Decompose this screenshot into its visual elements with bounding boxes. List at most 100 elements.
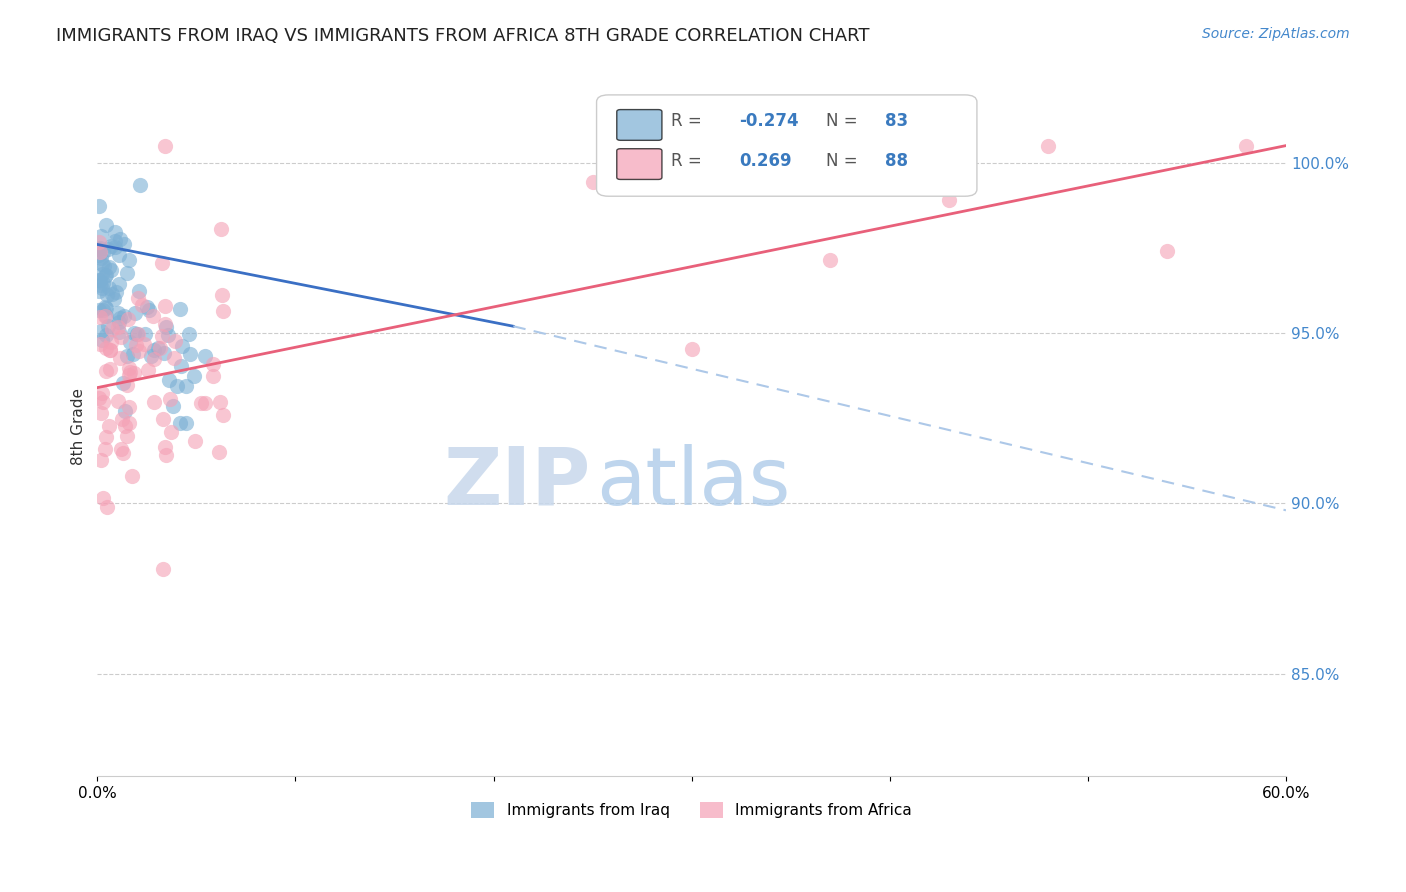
Point <box>111 412 134 426</box>
Point <box>89 248 111 262</box>
Point <box>89 273 111 287</box>
Point <box>90 406 112 420</box>
Point <box>98 343 121 357</box>
Point <box>143 394 166 409</box>
Point <box>169 416 191 430</box>
FancyBboxPatch shape <box>617 149 662 179</box>
Point <box>89 303 111 318</box>
Point <box>212 303 235 318</box>
Point <box>101 286 124 301</box>
Point <box>91 491 114 505</box>
Point <box>118 361 141 376</box>
Point <box>90 453 112 467</box>
Point <box>114 404 136 418</box>
Point <box>104 239 127 253</box>
Point <box>163 351 186 365</box>
Point <box>139 349 162 363</box>
Point <box>820 252 842 267</box>
Point <box>150 328 173 343</box>
Point <box>107 277 129 291</box>
Point <box>209 221 232 235</box>
Point <box>91 267 114 281</box>
Point <box>98 418 121 433</box>
Point <box>108 310 131 325</box>
Text: 83: 83 <box>886 112 908 130</box>
Point <box>100 262 122 277</box>
Point <box>207 445 229 459</box>
Point <box>115 266 138 280</box>
Point <box>177 326 200 341</box>
Point <box>90 229 112 244</box>
Point <box>94 364 117 378</box>
Text: 88: 88 <box>886 152 908 169</box>
Point <box>152 412 174 426</box>
Point <box>90 324 112 338</box>
Point <box>89 392 111 406</box>
Point <box>105 285 128 299</box>
Text: 0.269: 0.269 <box>740 152 792 169</box>
Point <box>155 320 177 334</box>
Point <box>98 361 121 376</box>
Point <box>183 369 205 384</box>
Point <box>150 255 173 269</box>
Point <box>134 336 156 351</box>
Point <box>135 301 157 315</box>
Point <box>169 359 191 373</box>
Point <box>118 335 141 350</box>
Point <box>94 442 117 456</box>
Point <box>110 330 132 344</box>
Point <box>194 349 217 363</box>
Point <box>89 235 111 249</box>
Point <box>107 306 129 320</box>
Point <box>1038 138 1060 153</box>
Point <box>97 243 120 257</box>
Point <box>112 376 135 391</box>
Point <box>89 284 111 298</box>
Point <box>174 416 197 430</box>
Text: N =: N = <box>825 112 858 130</box>
Point <box>153 345 176 359</box>
Point <box>96 500 118 514</box>
Point <box>91 244 114 259</box>
Text: N =: N = <box>825 152 858 169</box>
Point <box>89 310 111 325</box>
Point <box>128 178 150 193</box>
Point <box>91 333 114 347</box>
Point <box>98 260 121 274</box>
Point <box>91 281 114 295</box>
FancyBboxPatch shape <box>596 95 977 196</box>
Point <box>90 252 112 266</box>
Point <box>96 309 118 323</box>
Point <box>128 285 150 299</box>
Point <box>112 236 135 251</box>
Point <box>157 373 180 387</box>
Point <box>125 326 148 341</box>
Point <box>183 434 205 449</box>
Point <box>89 199 111 213</box>
Point <box>142 310 165 324</box>
Point <box>155 440 177 454</box>
Point <box>128 343 150 358</box>
Point <box>94 218 117 232</box>
Point <box>117 312 139 326</box>
Point <box>108 248 131 262</box>
Point <box>131 298 153 312</box>
Point <box>104 225 127 239</box>
Point <box>201 368 224 383</box>
Point <box>107 319 129 334</box>
Point <box>118 252 141 267</box>
Point <box>97 319 120 334</box>
Point <box>162 399 184 413</box>
Point <box>160 425 183 439</box>
Point <box>166 378 188 392</box>
Point <box>169 302 191 317</box>
Point <box>117 350 139 364</box>
Point <box>103 292 125 306</box>
Point <box>89 242 111 256</box>
Point <box>146 341 169 355</box>
Point <box>94 301 117 316</box>
Text: atlas: atlas <box>596 443 792 522</box>
Point <box>91 303 114 318</box>
Point <box>111 445 134 459</box>
Point <box>142 352 165 367</box>
